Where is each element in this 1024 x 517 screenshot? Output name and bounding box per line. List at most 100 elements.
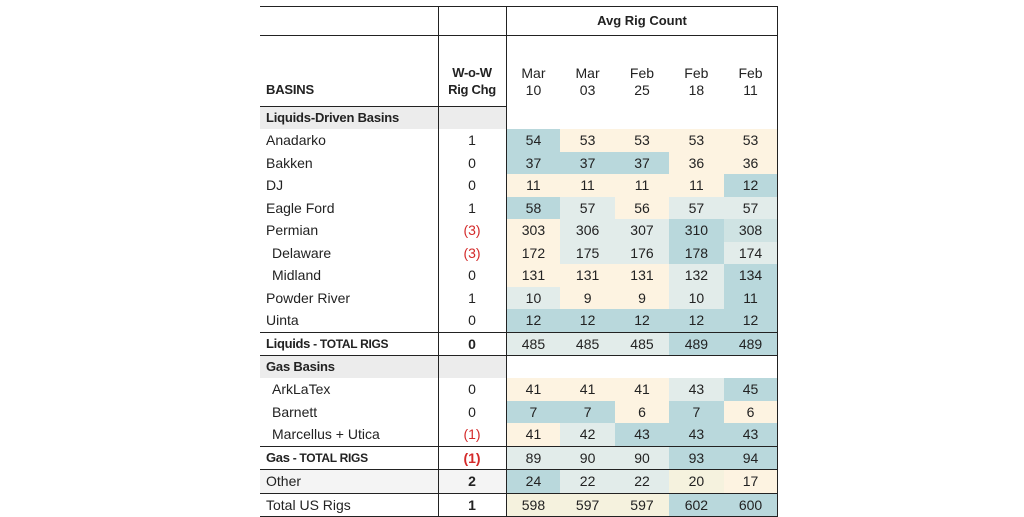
other-value: 17	[723, 469, 779, 494]
liquids-basin-row: Bakken 0 37 37 37 36 36	[260, 151, 779, 174]
section-wow-cell	[437, 355, 507, 378]
liquids-total-value: 489	[669, 331, 724, 356]
wow-change: (3)	[437, 241, 507, 264]
total-label-prefix: Liquids	[266, 335, 311, 351]
wow-change: 0	[437, 309, 507, 332]
rig-count-value: 56	[614, 196, 670, 219]
rig-count-value: 43	[669, 423, 724, 446]
rig-count-value: 12	[560, 309, 615, 332]
rig-count-value: 7	[669, 400, 724, 423]
date-month: Mar	[575, 64, 600, 81]
wow-label-line-1: W-o-W	[452, 65, 492, 80]
liquids-basin-row: Midland 0 131 131 131 132 134	[260, 264, 779, 287]
basin-name: Midland	[272, 267, 322, 283]
basin-name: DJ	[266, 177, 284, 193]
rig-count-value: 131	[560, 264, 615, 287]
basin-name: Barnett	[272, 403, 318, 420]
total-label-suffix: - TOTAL RIGS	[289, 450, 368, 465]
rig-count-value: 42	[560, 423, 615, 446]
rig-count-value: 7	[506, 400, 561, 423]
basin-name: Powder River	[266, 289, 351, 306]
rig-count-value: 7	[560, 400, 615, 423]
rig-count-value: 11	[614, 174, 670, 197]
gas-total-row: Gas - TOTAL RIGS (1) 89 90 90 93 94	[260, 445, 779, 470]
rig-count-value: 54	[506, 129, 561, 152]
liquids-total-value: 485	[560, 331, 615, 356]
gas-total-value: 94	[723, 445, 779, 470]
date-header: Feb 11	[723, 35, 779, 107]
basins-column-header: BASINS	[260, 35, 438, 107]
rig-count-value: 12	[614, 309, 670, 332]
rig-count-value: 36	[723, 151, 779, 174]
group-header-row: Avg Rig Count	[260, 6, 779, 36]
wow-column-header: W-o-W Rig Chg	[437, 35, 507, 107]
rig-count-value: 12	[506, 309, 561, 332]
date-header: Feb 25	[614, 35, 670, 107]
rig-count-value: 12	[723, 174, 779, 197]
gas-basin-row: ArkLaTex 0 41 41 41 43 45	[260, 378, 779, 401]
rig-count-value: 306	[560, 219, 615, 242]
liquids-basin-row: Delaware (3) 172 175 176 178 174	[260, 241, 779, 264]
rig-count-value: 307	[614, 219, 670, 242]
rig-count-value: 134	[723, 264, 779, 287]
rig-count-value: 43	[614, 423, 670, 446]
total-us-value: 597	[614, 493, 670, 517]
total-us-value: 602	[669, 493, 724, 517]
section-values-cell	[506, 106, 779, 129]
rig-count-value: 41	[506, 378, 561, 401]
date-header: Mar 03	[560, 35, 615, 107]
rig-count-value: 6	[723, 400, 779, 423]
basin-name: Permian	[266, 222, 319, 238]
wow-change: 0	[437, 264, 507, 287]
gas-total-value: 90	[614, 445, 670, 470]
wow-change: 0	[437, 174, 507, 197]
wow-change: 0	[437, 400, 507, 423]
liquids-rows: Anadarko 1 54 53 53 53 53 Bakken 0 37 37 37 36 36 DJ 0 1…	[260, 129, 779, 332]
wow-label-line-2: Rig Chg	[448, 82, 496, 97]
total-label-suffix: - TOTAL RIGS	[310, 336, 389, 351]
rig-count-value: 176	[614, 241, 670, 264]
liquids-basin-row: Anadarko 1 54 53 53 53 53	[260, 129, 779, 152]
gas-basin-row: Barnett 0 7 7 6 7 6	[260, 400, 779, 423]
total-us-label: Total US Rigs	[260, 493, 438, 517]
gas-total-wow: (1)	[437, 445, 507, 470]
date-day: 10	[525, 81, 542, 98]
total-us-row: Total US Rigs 1 598 597 597 602 600	[260, 493, 779, 517]
column-header-row: BASINS W-o-W Rig Chg Mar 10 Mar 03 Feb 25 F…	[260, 35, 779, 107]
date-month: Mar	[521, 64, 546, 81]
liquids-total-label: Liquids - TOTAL RIGS	[260, 331, 438, 356]
liquids-basin-row: Powder River 1 10 9 9 10 11	[260, 286, 779, 309]
other-value: 22	[614, 469, 670, 494]
rig-count-value: 11	[506, 174, 561, 197]
rig-count-value: 12	[723, 309, 779, 332]
rig-count-value: 303	[506, 219, 561, 242]
other-label: Other	[260, 469, 438, 494]
empty-header-cell	[437, 6, 507, 36]
date-month: Feb	[629, 64, 655, 81]
rig-count-value: 41	[506, 423, 561, 446]
date-day: 18	[688, 81, 705, 98]
wow-change: (3)	[437, 219, 507, 242]
rig-count-value: 45	[723, 378, 779, 401]
section-title-liquids: Liquids-Driven Basins	[260, 106, 438, 129]
date-header: Mar 10	[506, 35, 561, 107]
rig-count-value: 57	[560, 196, 615, 219]
date-month: Feb	[684, 64, 709, 81]
rig-count-value: 178	[669, 241, 724, 264]
rig-count-value: 53	[614, 129, 670, 152]
basin-name: Eagle Ford	[266, 199, 335, 216]
basin-name: Delaware	[272, 244, 332, 261]
other-value: 20	[669, 469, 724, 494]
total-us-wow: 1	[437, 493, 507, 517]
empty-header-cell	[260, 6, 438, 36]
section-title-gas: Gas Basins	[260, 355, 438, 378]
rig-count-value: 41	[560, 378, 615, 401]
date-month: Feb	[738, 64, 763, 81]
rig-count-value: 131	[614, 264, 670, 287]
wow-change: 0	[437, 151, 507, 174]
rig-count-value: 12	[669, 309, 724, 332]
rig-count-value: 57	[669, 196, 724, 219]
section-row-gas: Gas Basins	[260, 355, 779, 378]
liquids-basin-row: DJ 0 11 11 11 11 12	[260, 174, 779, 197]
basin-name: Bakken	[266, 154, 313, 171]
